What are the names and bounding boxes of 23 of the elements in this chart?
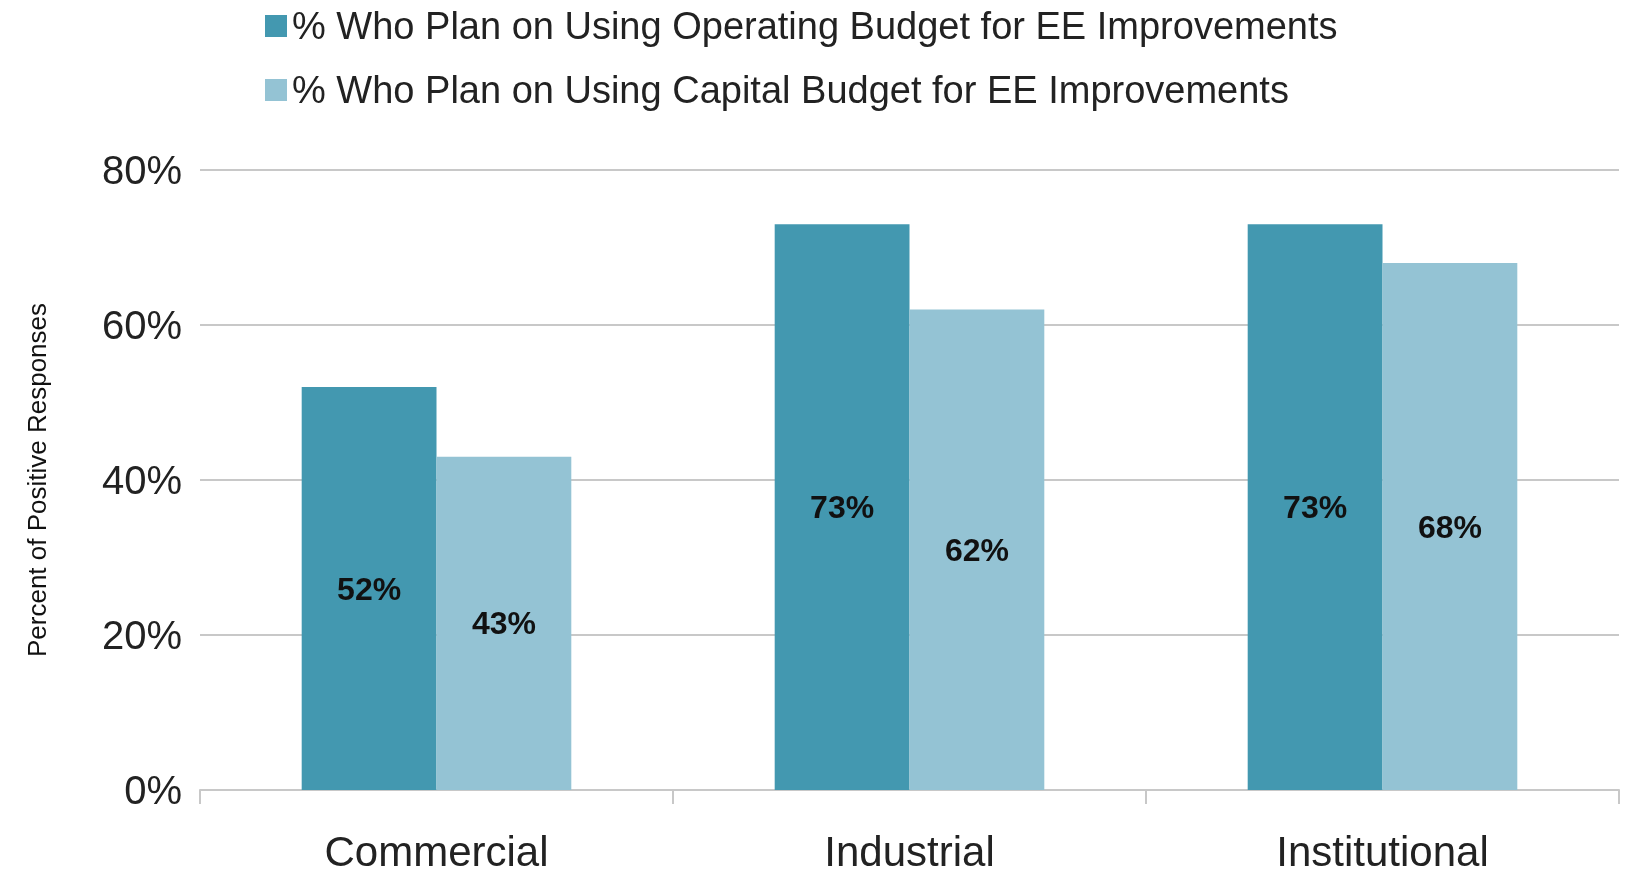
x-tick-label: Industrial	[824, 827, 995, 875]
y-tick-label: 60%	[101, 303, 182, 347]
data-label: 43%	[471, 605, 536, 642]
bar	[774, 224, 910, 790]
y-tick-label: 20%	[101, 613, 182, 657]
y-tick-label: 80%	[101, 148, 182, 192]
y-axis-title: Percent of Positive Responses	[22, 302, 52, 658]
bar	[301, 387, 437, 790]
data-label: 62%	[944, 531, 1009, 568]
bar	[1382, 263, 1518, 790]
data-label: 52%	[337, 570, 402, 607]
x-tick-label: Institutional	[1276, 827, 1489, 875]
data-label: 68%	[1417, 508, 1482, 545]
y-tick-label: 40%	[101, 458, 182, 502]
data-label: 73%	[1283, 489, 1348, 526]
x-tick-label: Commercial	[324, 827, 549, 875]
y-tick-label: 0%	[124, 768, 182, 812]
bar	[1247, 224, 1383, 790]
data-label: 73%	[810, 489, 875, 526]
bar	[909, 309, 1045, 790]
bar	[436, 456, 572, 790]
legend-label: % Who Plan on Using Operating Budget for EE Improvements	[292, 5, 1338, 47]
legend-label: % Who Plan on Using Capital Budget for EE Improvements	[292, 69, 1289, 111]
